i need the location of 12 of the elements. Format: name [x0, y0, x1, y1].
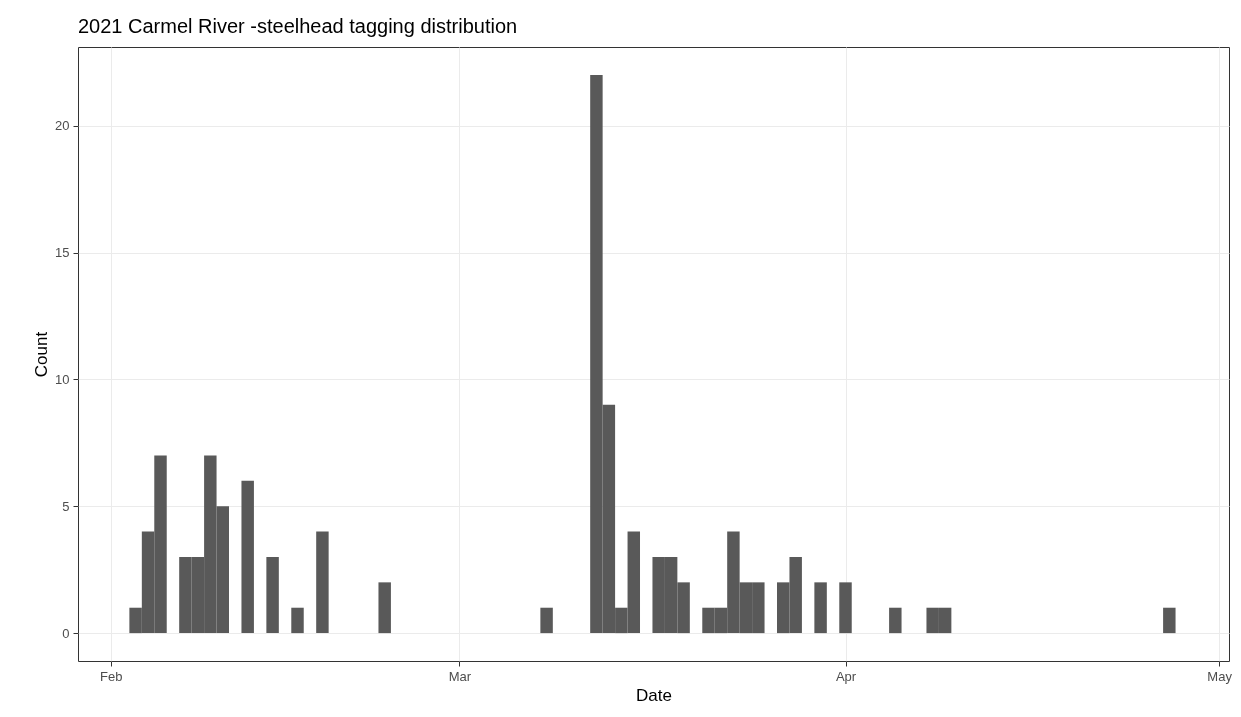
- y-tick-label: 10: [55, 371, 70, 387]
- y-tick-label: 20: [55, 118, 70, 134]
- y-tick-label: 5: [62, 498, 70, 514]
- x-tick-label: Mar: [448, 668, 472, 684]
- x-tick-label: May: [1207, 668, 1233, 684]
- x-tick-label: Feb: [99, 668, 123, 684]
- x-axis-title: Date: [636, 685, 672, 705]
- y-axis-title: Count: [32, 331, 52, 378]
- y-tick-label: 0: [62, 625, 70, 641]
- y-tick-label: 15: [55, 245, 70, 261]
- chart-title: 2021 Carmel River -steelhead tagging distribution: [78, 15, 518, 37]
- x-tick-label: Apr: [835, 668, 857, 684]
